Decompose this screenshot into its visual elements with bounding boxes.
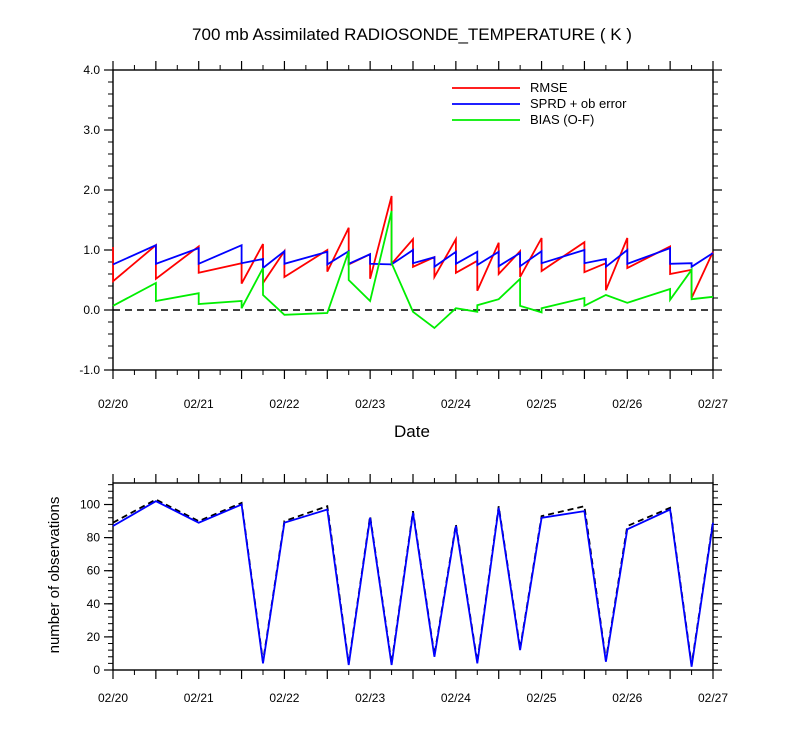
obs-x-tick-label: 02/27 (698, 691, 728, 705)
obs-y-tick-label: 100 (80, 498, 100, 512)
top-x-tick-label: 02/21 (184, 397, 214, 411)
top-y-tick-label: 1.0 (83, 243, 100, 257)
obs-series-used (112, 500, 714, 667)
obs-y-axis-label: number of observations (46, 497, 63, 654)
obs-x-tick-label: 02/20 (98, 691, 128, 705)
obs-y-tick-label: 20 (87, 630, 101, 644)
obs-series-possible (112, 498, 714, 666)
top-plot-frame (112, 69, 714, 371)
top-x-tick-label: 02/20 (98, 397, 128, 411)
top-x-tick-label: 02/27 (698, 397, 728, 411)
obs-y-tick-label: 0 (93, 663, 100, 677)
x-axis-label: Date (394, 422, 430, 441)
top-y-tick-label: -1.0 (79, 363, 100, 377)
legend-label: RMSE (530, 80, 568, 95)
top-x-tick-label: 02/26 (612, 397, 642, 411)
top-y-tick-label: 3.0 (83, 123, 100, 137)
obs-x-tick-label: 02/22 (269, 691, 299, 705)
legend-label: SPRD + ob error (530, 96, 627, 111)
top-x-tick-label: 02/22 (269, 397, 299, 411)
top-x-tick-label: 02/24 (441, 397, 471, 411)
obs-y-tick-label: 60 (87, 564, 101, 578)
obs-x-tick-label: 02/26 (612, 691, 642, 705)
top-y-tick-label: 0.0 (83, 303, 100, 317)
top-series-sprd-ob-error (112, 243, 714, 270)
top-x-tick-label: 02/25 (527, 397, 557, 411)
top-y-tick-label: 2.0 (83, 183, 100, 197)
obs-y-tick-label: 40 (87, 597, 101, 611)
obs-y-tick-label: 80 (87, 531, 101, 545)
obs-x-tick-label: 02/25 (527, 691, 557, 705)
bottom-plot: 02/20 02/21 02/22 02/23 02/24 02/25 02/26 02/27… (80, 474, 728, 705)
obs-x-tick-label: 02/23 (355, 691, 385, 705)
top-series-rmse (112, 195, 714, 299)
top-series-bias-o-f (112, 210, 714, 330)
legend-label: BIAS (O-F) (530, 112, 594, 127)
top-y-tick-label: 4.0 (83, 63, 100, 77)
obs-x-tick-label: 02/24 (441, 691, 471, 705)
obs-x-tick-label: 02/21 (184, 691, 214, 705)
top-plot: 02/20 02/21 02/22 02/23 02/24 02/25 02/26 02/27… (79, 61, 728, 411)
top-x-tick-label: 02/23 (355, 397, 385, 411)
chart-title: 700 mb Assimilated RADIOSONDE_TEMPERATUR… (192, 25, 632, 44)
